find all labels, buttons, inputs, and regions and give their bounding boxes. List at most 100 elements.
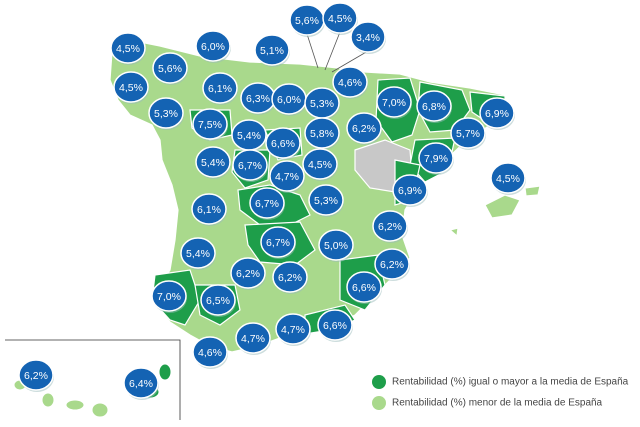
bubble [148,97,184,129]
bubble-label: 6,0% [277,94,301,106]
bubble [180,237,216,269]
island [65,399,85,411]
bubble-label: 5,4% [201,157,225,169]
bubble [272,261,308,293]
bubble [302,148,338,180]
bubble-label: 5,7% [456,128,480,140]
bubble [151,280,187,312]
bubble-label: 6,2% [236,268,260,280]
bubble [260,226,296,258]
bubble-label: 6,7% [255,198,279,210]
bubble-label: 5,3% [154,108,178,120]
bubble-label: 5,0% [324,240,348,252]
leader-line [306,33,319,69]
bubble [230,257,266,289]
bubble [418,142,454,174]
bubble-label: 6,2% [380,259,404,271]
bubble-label: 4,7% [241,333,265,345]
island [158,363,172,381]
bubble-label: 4,5% [116,43,140,55]
bubble [275,313,311,345]
bubble [195,30,231,62]
legend-text: Rentabilidad (%) igual o mayor a la medi… [392,377,629,388]
bubble [376,86,412,118]
bubble [254,34,290,66]
bubble-label: 6,1% [208,83,232,95]
bubble [249,187,285,219]
bubble [18,359,54,391]
inset-frame [5,339,181,420]
bubble-label: 6,9% [398,185,422,197]
bubble-label: 5,4% [186,248,210,260]
bubble-label: 4,6% [198,347,222,359]
bubble [191,193,227,225]
legend-text: Rentabilidad (%) menor de la media de Es… [392,398,603,409]
bubble [232,149,268,181]
bubble [479,97,515,129]
bubble [346,112,382,144]
bubble-label: 6,2% [278,272,302,284]
legend-swatch [372,375,386,389]
bubble-label: 5,3% [310,98,334,110]
bubble [152,52,188,84]
bubble-label: 6,1% [197,204,221,216]
bubble [235,322,271,354]
bubble [350,21,386,53]
bubble-label: 4,5% [119,82,143,94]
bubble-label: 6,2% [24,370,48,382]
bubble [416,90,452,122]
bubble-label: 4,5% [308,159,332,171]
bubble [318,229,354,261]
bubble [265,127,301,159]
bubble-label: 4,5% [328,13,352,25]
bubble-label: 5,6% [158,63,182,75]
bubble-label: 6,5% [206,295,230,307]
bubble-label: 6,3% [246,93,270,105]
island [41,392,55,408]
bubble-label: 6,6% [323,320,347,332]
bubble [374,248,410,280]
bubble [490,162,526,194]
bubble [200,284,236,316]
bubble-label: 3,4% [356,32,380,44]
bubbles: 4,5% 6,0% 5,1% 5,6% 4,5% 3,4% 5,6% 4,5% 6,1% 6,3%… [18,2,526,400]
bubble-label: 7,5% [198,119,222,131]
bubble [123,367,159,399]
bubble [110,32,146,64]
bubble-label: 4,7% [275,171,299,183]
bubble [192,108,228,140]
bubble [304,117,340,149]
bubble [450,117,486,149]
bubble-label: 6,0% [201,41,225,53]
bubble [392,174,428,206]
bubble-label: 5,4% [237,130,261,142]
legend-swatch [372,396,386,410]
bubble-label: 5,8% [310,128,334,140]
bubble-label: 6,7% [266,237,290,249]
island [484,194,521,219]
bubble-label: 6,6% [352,282,376,294]
bubble-label: 5,6% [295,15,319,27]
bubble [269,160,305,192]
bubble-label: 6,4% [129,378,153,390]
island [524,185,541,197]
bubble [322,2,358,34]
bubble [195,146,231,178]
bubble-label: 6,2% [378,221,402,233]
bubble-label: 6,7% [238,160,262,172]
bubble-label: 6,2% [352,123,376,135]
bubble-label: 7,0% [382,97,406,109]
bubble [308,184,344,216]
bubble-label: 4,6% [338,77,362,89]
bubble [113,71,149,103]
bubble-label: 6,9% [485,108,509,120]
legend: Rentabilidad (%) igual o mayor a la medi… [372,375,629,410]
leader-line [324,31,341,71]
bubble-label: 7,9% [424,153,448,165]
bubble [317,309,353,341]
bubble-label: 6,6% [271,138,295,150]
bubble-label: 7,0% [157,291,181,303]
leader-line [331,50,369,73]
bubble [202,72,238,104]
